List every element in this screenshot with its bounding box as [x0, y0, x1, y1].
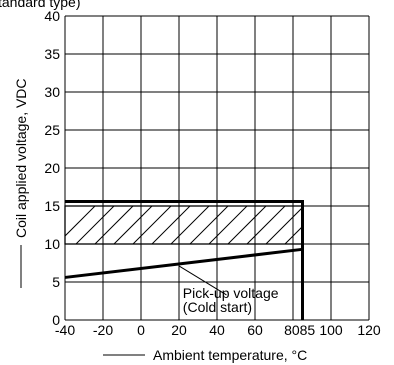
x-axis-title: Ambient temperature, °C [153, 347, 307, 363]
header-fragment: tandard type) [0, 0, 81, 10]
hatch-line [265, 206, 303, 244]
y-axis-title-group: Coil applied voltage, VDC [13, 78, 29, 288]
y-tick-label: 30 [44, 84, 60, 100]
annotation-leader-line [178, 265, 227, 296]
x-tick-label: -40 [55, 322, 75, 338]
hatch-lines [65, 206, 361, 244]
x-tick-label: 60 [247, 322, 263, 338]
hatch-line [65, 206, 96, 237]
hatch-line [170, 206, 210, 244]
pickup-voltage-annotation: Pick-up voltage (Cold start) [183, 285, 279, 315]
x-tick-labels: -40 -20 0 20 40 60 80 85 100 120 [55, 322, 381, 338]
hatch-line [227, 206, 267, 244]
x-tick-label: 40 [209, 322, 225, 338]
annotation-line: Pick-up voltage [183, 285, 279, 301]
series-line-pickup-voltage [64, 247, 303, 279]
x-tick-label: 120 [357, 322, 381, 338]
x-tick-label: 20 [171, 322, 187, 338]
y-tick-labels: 0 5 10 15 20 25 30 35 40 [44, 8, 60, 328]
y-tick-label: 10 [44, 236, 60, 252]
y-tick-label: 15 [44, 198, 60, 214]
x-tick-label: 0 [137, 322, 145, 338]
x-tick-label: 80 [284, 322, 300, 338]
y-axis-title: Coil applied voltage, VDC [13, 78, 29, 238]
x-tick-label: -20 [93, 322, 113, 338]
x-axis-title-group: Ambient temperature, °C [103, 347, 307, 363]
annotation-line: (Cold start) [183, 299, 252, 315]
hatch-line [189, 206, 229, 244]
y-tick-label: 35 [44, 46, 60, 62]
hatch-line [246, 206, 286, 244]
y-tick-label: 25 [44, 122, 60, 138]
hatch-line [132, 206, 172, 244]
x-tick-label: 85 [300, 322, 316, 338]
hatch-line [151, 206, 191, 244]
hatch-line [304, 206, 342, 244]
series-line-max-voltage [65, 199, 304, 320]
y-tick-label: 20 [44, 160, 60, 176]
hatch-line [94, 206, 134, 244]
x-tick-label: 100 [319, 322, 343, 338]
y-tick-label: 5 [52, 274, 60, 290]
series-layer [64, 199, 304, 320]
y-tick-label: 40 [44, 8, 60, 24]
hatch-line [323, 206, 361, 244]
hatch-line [113, 206, 153, 244]
grid [64, 15, 370, 321]
hatch-line [75, 206, 115, 244]
hatch-line [208, 206, 248, 244]
hatch-line [284, 225, 303, 244]
y-tick-label: 0 [52, 312, 60, 328]
